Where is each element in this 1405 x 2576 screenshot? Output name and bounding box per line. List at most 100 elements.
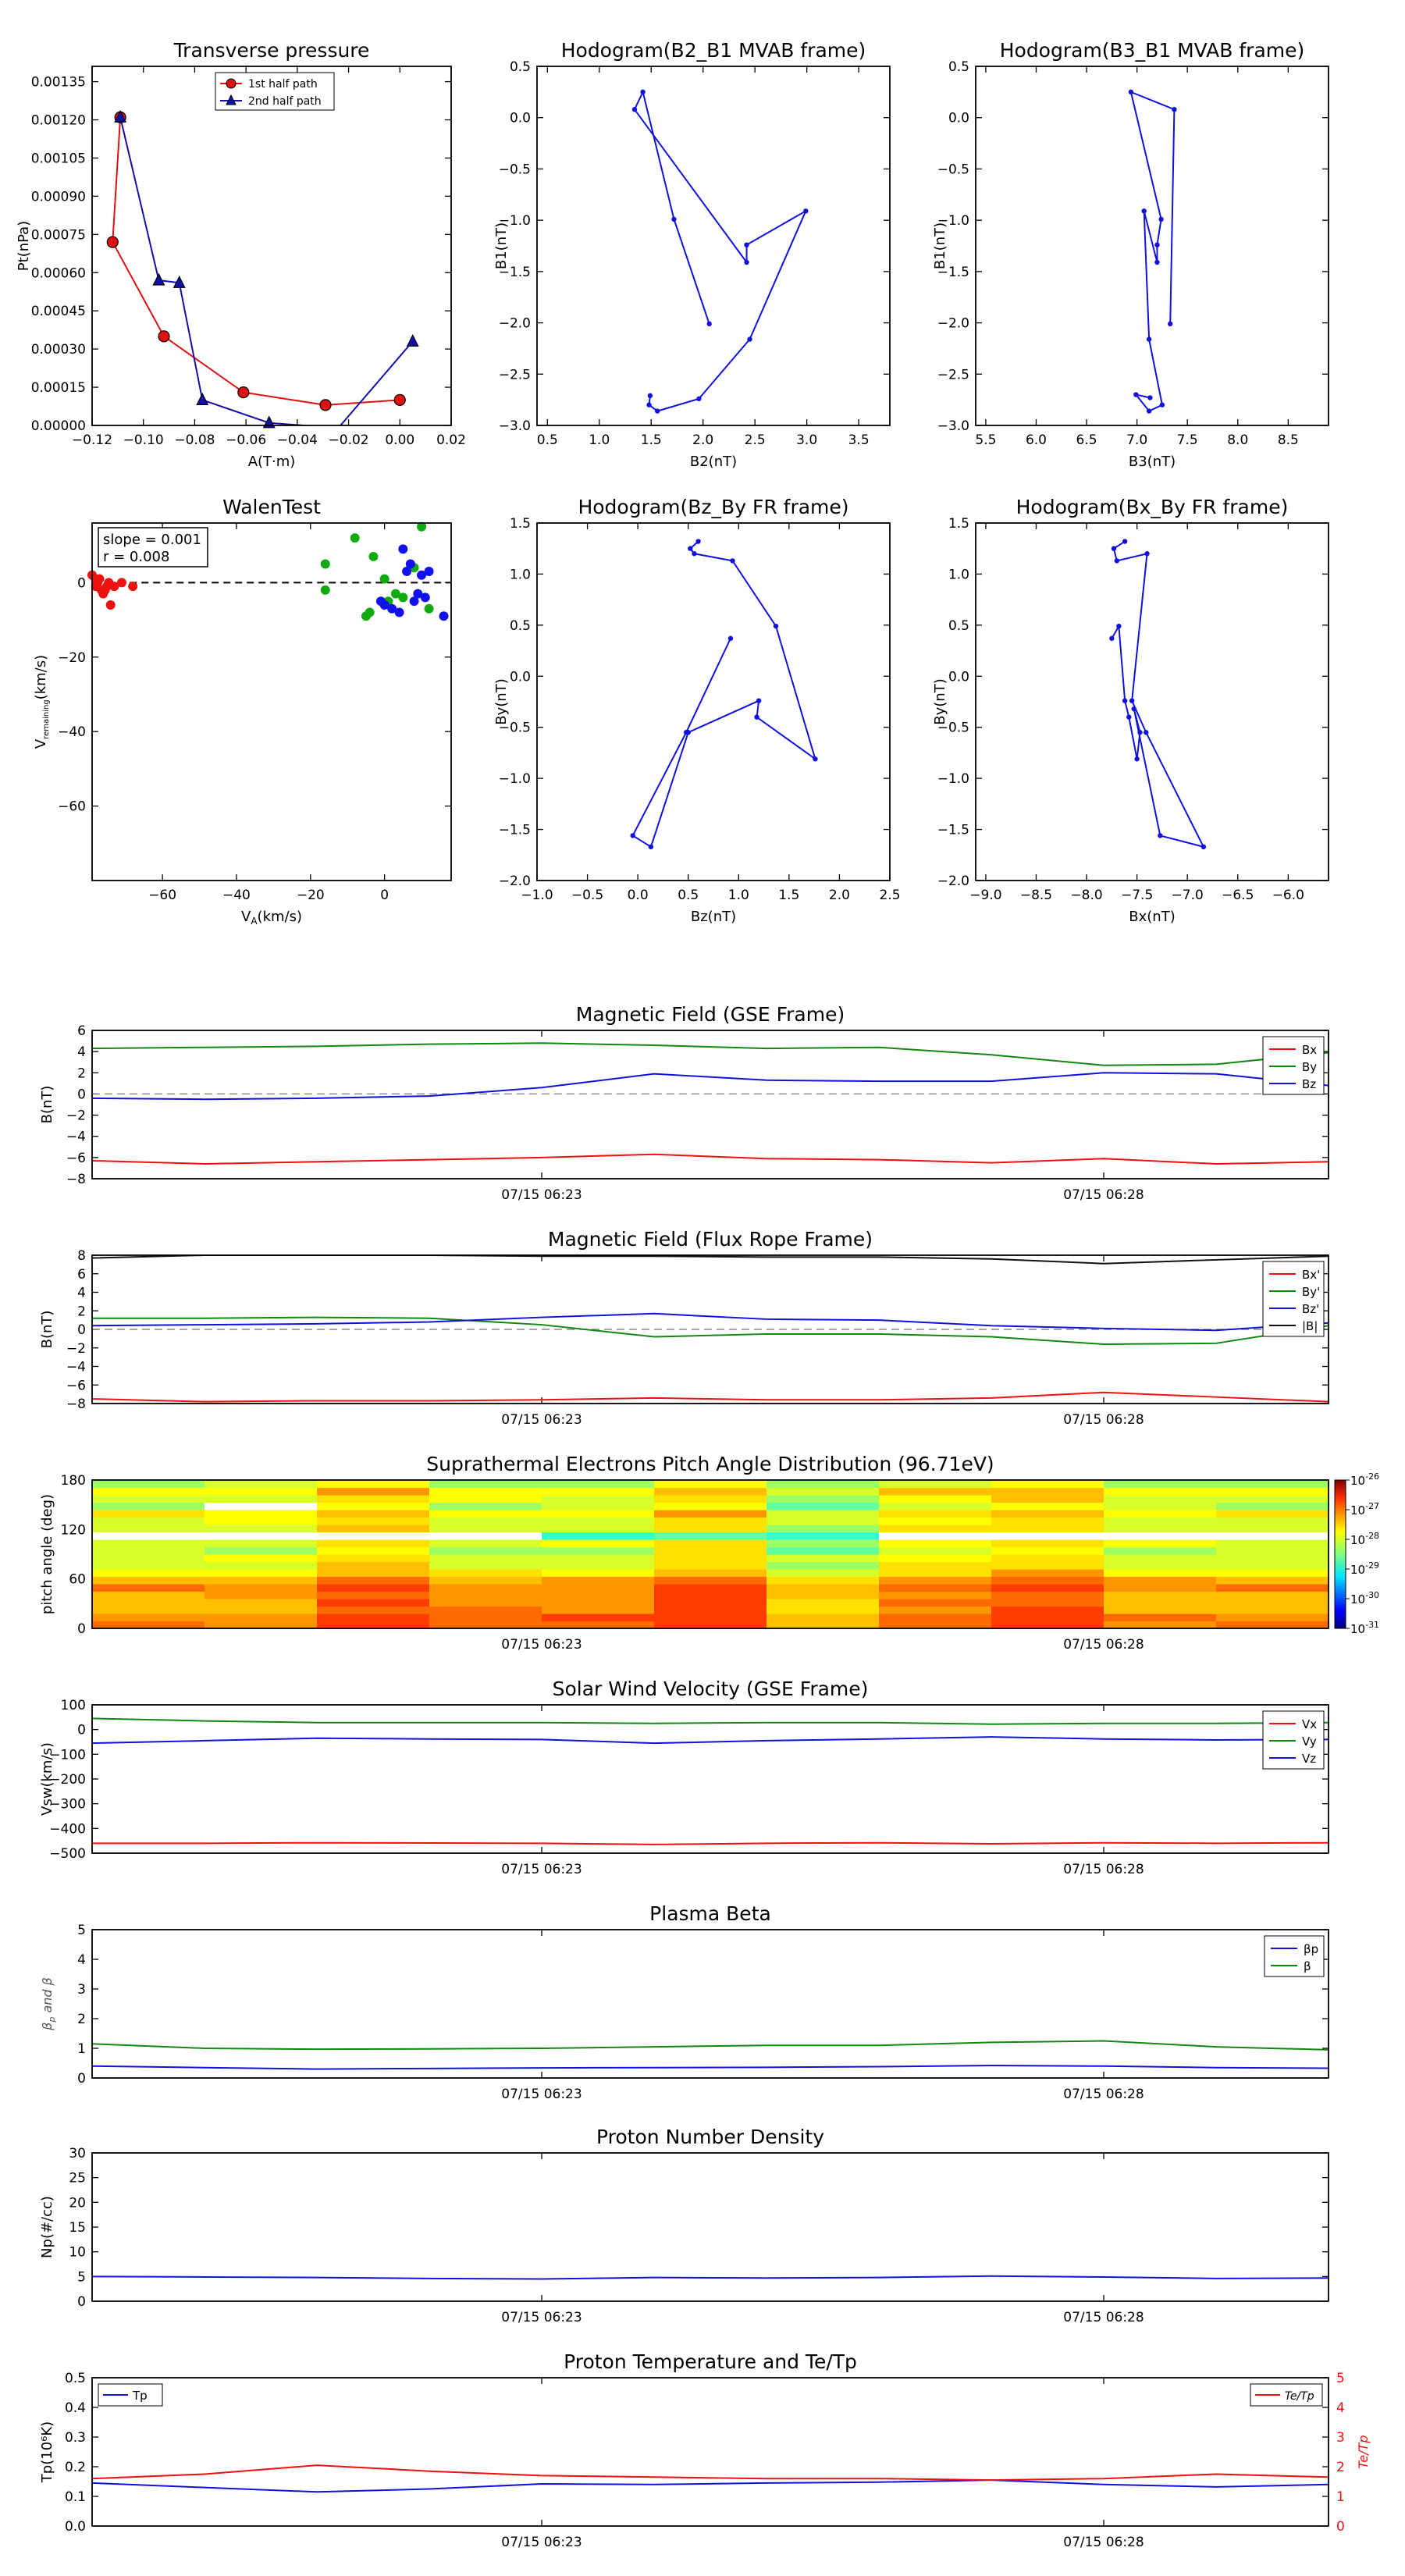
heatmap-cell	[317, 1569, 430, 1578]
data-point	[114, 109, 127, 123]
heatmap-cell	[1104, 1584, 1217, 1592]
y-tick-label: 25	[69, 2171, 86, 2186]
time-tick-label: 07/15 06:28	[1063, 1412, 1144, 1428]
y-tick-label: −2.0	[937, 873, 969, 889]
heatmap-cell	[205, 1546, 318, 1555]
data-point	[630, 833, 635, 838]
heatmap-cell	[317, 1621, 430, 1629]
heatmap-cell	[92, 1554, 205, 1563]
data-point	[406, 333, 419, 347]
heatmap-cell	[1216, 1517, 1329, 1525]
y-tick-label: −1.5	[499, 823, 531, 838]
legend-label: Bx	[1302, 1043, 1317, 1057]
heatmap-cell	[205, 1487, 318, 1496]
y-tick-label: 0.00045	[31, 304, 86, 319]
y-tick-label: 5	[77, 1923, 86, 1938]
heatmap-cell	[1216, 1510, 1329, 1518]
y-tick-label: 0.00015	[31, 380, 86, 396]
time-tick-label: 07/15 06:23	[501, 1412, 582, 1428]
plot-frame	[91, 1704, 1329, 1854]
y-tick-label: 0	[77, 1723, 86, 1738]
heatmap-cell	[991, 1576, 1104, 1585]
data-point	[413, 589, 423, 599]
y-tick-label: 0.5	[948, 59, 969, 75]
heatmap-cell	[654, 1495, 767, 1503]
y-axis-label: βp and β	[40, 1977, 57, 2031]
y-tick-label: −6	[66, 1151, 86, 1166]
heatmap-cell	[654, 1546, 767, 1555]
heatmap-cell	[1216, 1532, 1329, 1540]
x-tick-label: 1.5	[641, 432, 662, 448]
heatmap-cell	[542, 1532, 655, 1540]
heatmap-cell	[542, 1561, 655, 1570]
heatmap-cell	[879, 1539, 992, 1548]
x-tick-label: −0.5	[571, 888, 603, 903]
x-axis-label: Bz(nT)	[691, 909, 736, 925]
series-line	[631, 540, 817, 849]
x-tick-label: −0.10	[123, 432, 164, 448]
heatmap-cell	[92, 1532, 205, 1540]
data-point	[320, 585, 330, 595]
data-point	[1134, 756, 1140, 762]
heatmap-cell	[92, 1569, 205, 1578]
y2-tick-label: 5	[1336, 2371, 1345, 2386]
y-tick-label: 15	[69, 2220, 86, 2236]
y-tick-label: 0.00135	[31, 75, 86, 91]
heatmap-cell	[92, 1561, 205, 1570]
x-tick-label: 1.0	[728, 888, 749, 903]
data-point	[420, 592, 430, 603]
heatmap-cell	[429, 1539, 542, 1548]
chart-walen: WalenTest −60 −40 −20 0 −60 −40 −20 0 VA(km/s) Vre…	[33, 496, 452, 927]
data-point	[754, 714, 759, 720]
data-point	[646, 402, 652, 407]
heatmap-cell	[1216, 1576, 1329, 1585]
heatmap-cell	[991, 1495, 1104, 1503]
heatmap-cell	[879, 1532, 992, 1540]
series-line	[92, 1391, 1329, 1403]
plot-frame	[91, 1030, 1329, 1179]
data-point	[390, 589, 400, 599]
heatmap-cell	[429, 1495, 542, 1503]
heatmap-cell	[767, 1614, 880, 1622]
colorbar-label: 10-29	[1350, 1560, 1379, 1577]
heatmap-cell	[429, 1584, 542, 1592]
y-tick-label: 120	[61, 1522, 86, 1538]
heatmap-cell	[1104, 1576, 1217, 1585]
series-line	[92, 2065, 1329, 2070]
chart-mf: Magnetic Field (GSE Frame) −8 −6 −4 −2 0 2 4 6 07…	[39, 1003, 1329, 1203]
heatmap-cell	[205, 1584, 318, 1592]
y-tick-label: 0.1	[65, 2489, 86, 2505]
heatmap-cell	[879, 1487, 992, 1496]
data-point	[692, 551, 697, 557]
data-point	[1159, 402, 1165, 407]
series-line	[92, 1717, 1329, 1725]
y-tick-label: 0.0	[510, 111, 531, 126]
data-point	[706, 321, 712, 327]
series-line	[119, 117, 414, 425]
heatmap-cell	[767, 1621, 880, 1629]
x-tick-label: 1.5	[778, 888, 799, 903]
plot-frame	[91, 66, 452, 426]
legend-marker	[226, 94, 237, 105]
y-tick-label: −0.5	[499, 720, 531, 736]
x-tick-label: 3.0	[796, 432, 817, 448]
heatmap-cell	[879, 1510, 992, 1518]
data-point	[91, 574, 101, 584]
y-tick-label: 100	[61, 1698, 86, 1713]
series-line	[92, 1316, 1329, 1346]
x-tick-label: 0.5	[678, 888, 699, 903]
y-tick-label: −8	[66, 1397, 86, 1412]
y-tick-label: 0.0	[65, 2519, 86, 2535]
series-line	[92, 1042, 1329, 1066]
y2-tick-label: 4	[1336, 2400, 1345, 2416]
heatmap-cell	[654, 1554, 767, 1563]
heatmap-cell	[542, 1606, 655, 1614]
y-tick-label: 0	[77, 575, 86, 591]
heatmap-cell	[92, 1517, 205, 1525]
chart-title: Transverse pressure	[173, 39, 370, 62]
y-tick-label: 6	[77, 1267, 86, 1283]
plot-frame	[975, 522, 1329, 881]
x-tick-label: −0.08	[174, 432, 215, 448]
r-label: r = 0.008	[103, 549, 169, 565]
